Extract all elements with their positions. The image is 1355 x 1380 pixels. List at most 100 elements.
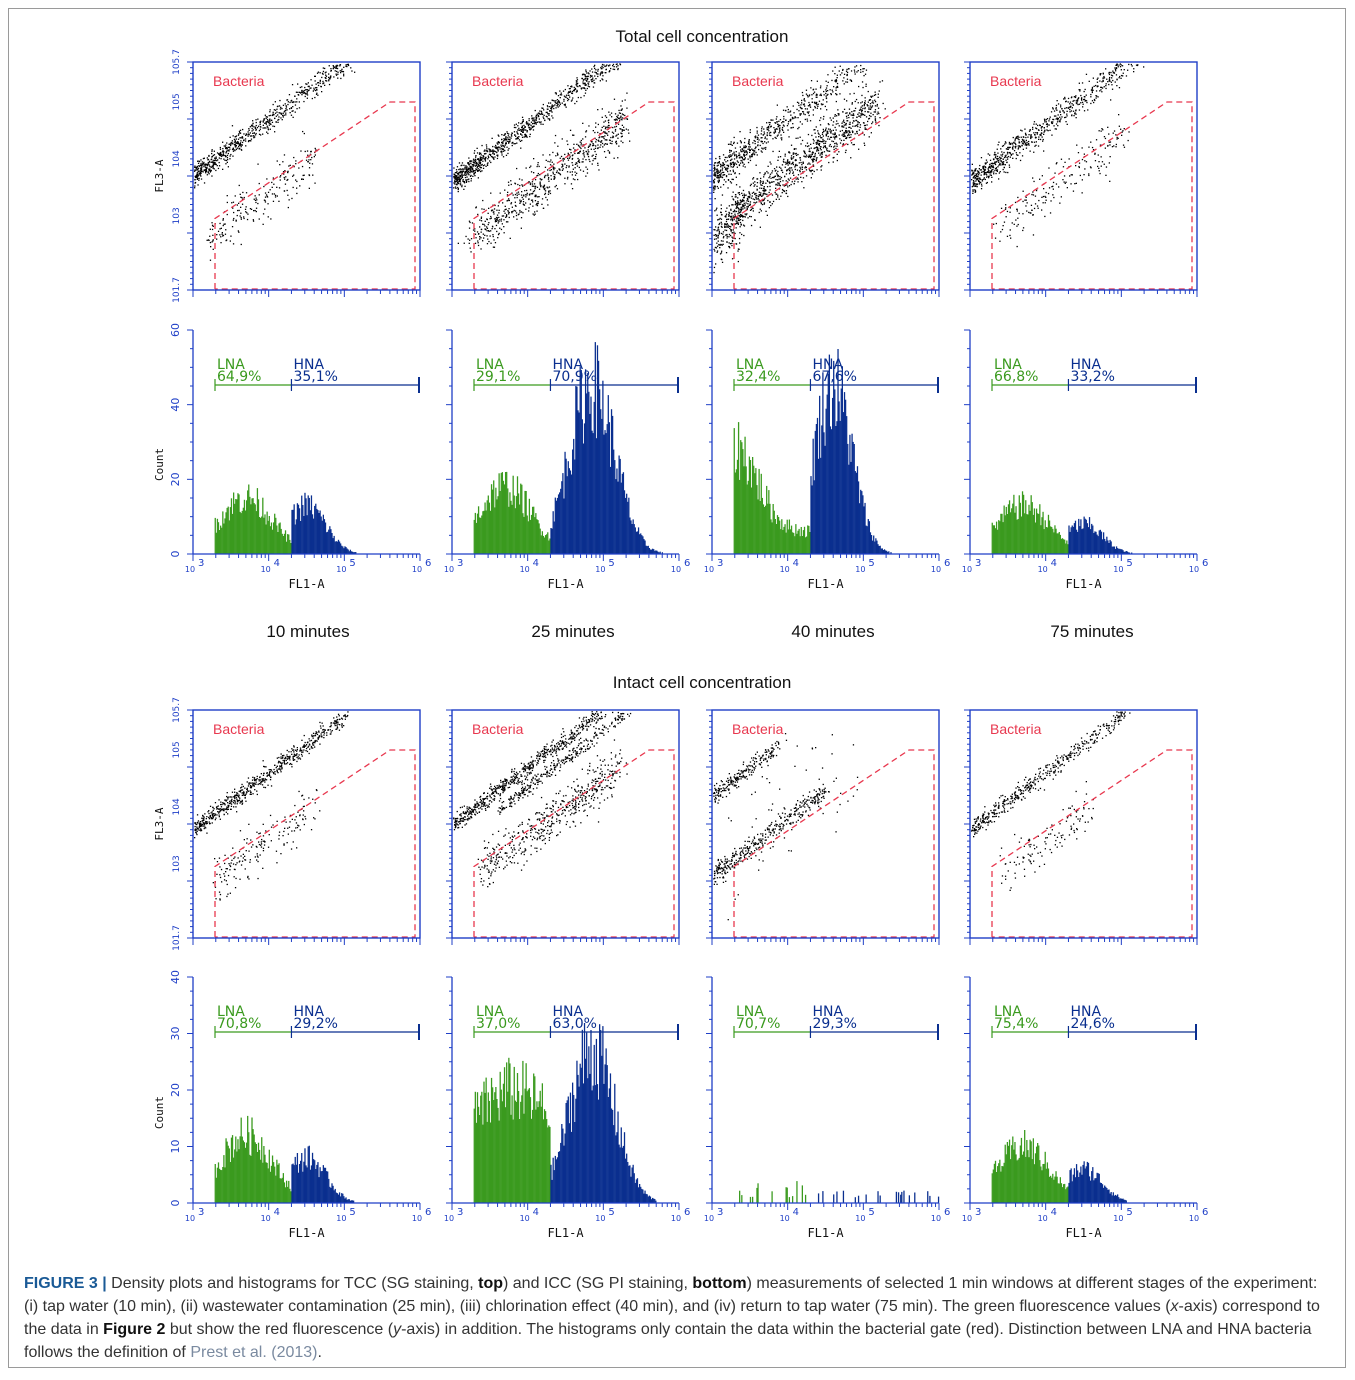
dot: [848, 123, 851, 125]
dot: [620, 109, 622, 111]
dot: [749, 155, 751, 157]
dot: [1114, 68, 1117, 70]
dot: [842, 111, 844, 113]
dot: [196, 165, 198, 168]
dot: [307, 82, 309, 84]
dot: [750, 155, 752, 157]
dot: [720, 166, 722, 168]
dot: [196, 169, 198, 171]
dot: [812, 89, 814, 91]
dot: [743, 163, 745, 165]
dot: [577, 178, 579, 181]
dot: [283, 114, 285, 116]
dot: [553, 163, 555, 165]
dot: [833, 136, 835, 138]
dot: [531, 126, 533, 128]
dot: [548, 190, 550, 192]
dot: [253, 126, 255, 128]
dot: [730, 143, 732, 145]
dot: [549, 164, 552, 166]
dot: [586, 172, 589, 174]
dot: [510, 183, 512, 186]
dot: [301, 178, 303, 180]
dot: [308, 159, 310, 161]
time-label-1: 10 minutes: [266, 622, 349, 641]
dot: [576, 143, 578, 145]
dot: [972, 185, 974, 187]
dot: [520, 227, 522, 229]
dot: [1052, 107, 1054, 109]
dot: [865, 128, 867, 130]
dot: [819, 124, 822, 126]
dot: [725, 252, 728, 254]
dot: [864, 114, 866, 116]
dot: [279, 112, 281, 114]
dot: [237, 138, 240, 140]
dot: [1095, 84, 1097, 87]
dot: [793, 174, 795, 176]
dot: [346, 63, 348, 66]
dot: [507, 138, 509, 141]
dot: [301, 165, 304, 168]
dot: [517, 129, 519, 131]
dot: [493, 208, 496, 210]
dot: [508, 147, 510, 150]
dot: [472, 164, 474, 166]
dot: [983, 172, 985, 175]
dot: [597, 131, 599, 134]
dot: [734, 211, 736, 213]
dot: [507, 140, 509, 142]
dot: [714, 175, 716, 177]
dot: [1099, 80, 1101, 82]
dot: [507, 191, 509, 193]
dot: [1015, 137, 1017, 139]
dot: [843, 73, 846, 75]
dot: [722, 154, 725, 156]
dot: [870, 96, 873, 98]
dot: [200, 175, 202, 177]
dot: [1018, 145, 1020, 147]
dot: [218, 153, 220, 156]
dot: [732, 162, 735, 164]
dot: [758, 148, 760, 151]
dot: [877, 93, 879, 95]
dot: [812, 109, 814, 111]
dot: [726, 233, 728, 236]
dot: [226, 146, 228, 149]
dot: [864, 97, 866, 99]
dot: [815, 160, 817, 162]
dot: [721, 261, 724, 263]
dot: [267, 191, 270, 193]
dot: [860, 102, 862, 104]
dot: [500, 151, 502, 153]
dot: [753, 191, 755, 193]
dot: [732, 204, 734, 206]
dot: [196, 173, 198, 175]
dot: [614, 113, 617, 115]
dot: [335, 74, 338, 76]
dot: [621, 100, 623, 102]
dot: [589, 74, 592, 77]
dot: [306, 91, 308, 93]
plot-frame: [451, 61, 680, 291]
dot: [722, 243, 724, 245]
dot: [516, 131, 518, 133]
dot: [744, 157, 746, 159]
dot: [756, 189, 758, 191]
dot: [504, 149, 506, 152]
dot: [841, 134, 843, 136]
dot: [328, 80, 330, 82]
dot: [797, 177, 799, 179]
dot: [483, 237, 485, 239]
dot: [1046, 123, 1048, 125]
dot: [751, 153, 753, 156]
dot: [747, 143, 750, 145]
dot: [521, 126, 523, 128]
dot: [743, 225, 746, 227]
dot: [602, 66, 604, 69]
dot: [510, 202, 513, 204]
dot: [569, 156, 571, 158]
dot: [762, 194, 764, 196]
dot: [774, 170, 776, 172]
dot: [846, 112, 848, 114]
